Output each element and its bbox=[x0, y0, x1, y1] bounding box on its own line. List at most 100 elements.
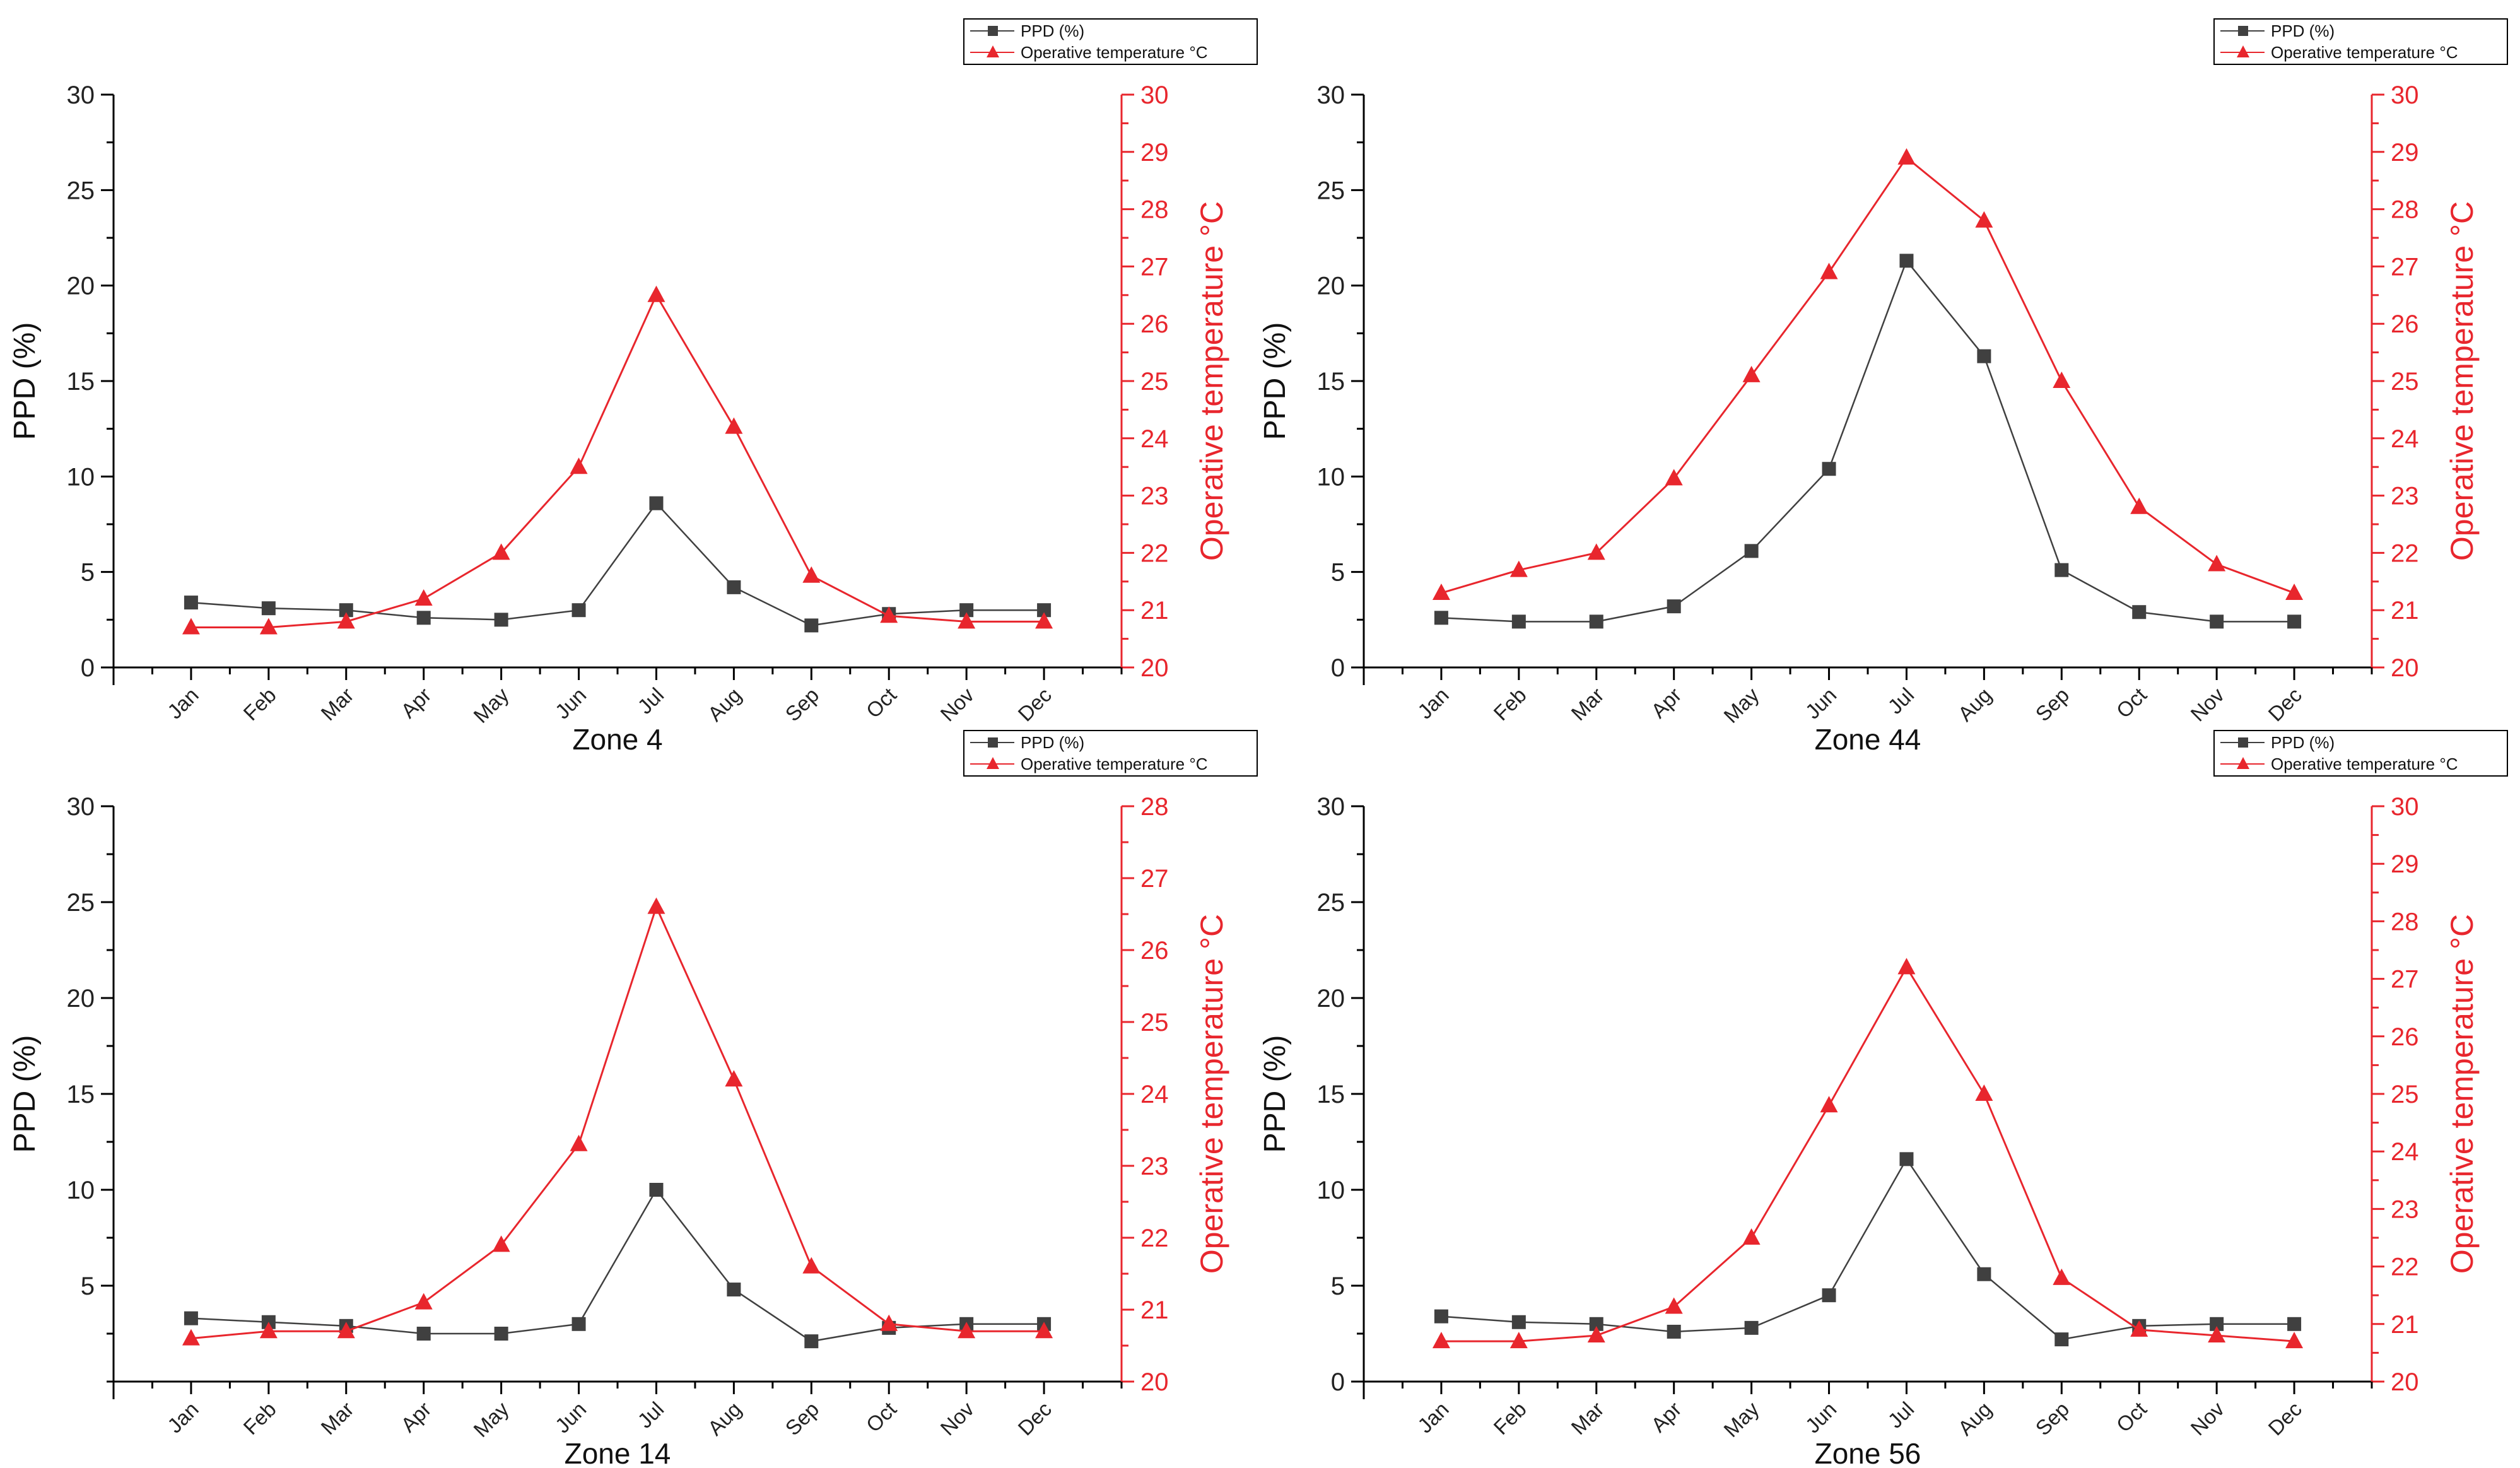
temperature-point bbox=[2130, 497, 2148, 514]
legend-label: Operative temperature °C bbox=[1021, 43, 1208, 62]
ppd-series-line bbox=[1441, 1157, 2295, 1341]
legend: PPD (%) Operative temperature °C bbox=[2213, 18, 2508, 65]
y2-tick-label: 23 bbox=[2391, 483, 2419, 510]
y2-tick-label: 25 bbox=[1140, 1009, 1169, 1036]
y-tick-label: 30 bbox=[67, 793, 95, 821]
temperature-point bbox=[2130, 1320, 2148, 1337]
ppd-point bbox=[2287, 1317, 2302, 1331]
y2-tick-label: 22 bbox=[1140, 1224, 1169, 1252]
y2-tick-label: 24 bbox=[1140, 1081, 1169, 1108]
y2-tick-label: 22 bbox=[2391, 1254, 2419, 1281]
chart-title: Zone 4 bbox=[572, 723, 662, 756]
x-tick-label: Aug bbox=[1954, 683, 1996, 726]
ppd-point bbox=[649, 496, 664, 510]
y2-tick-label: 29 bbox=[2391, 139, 2419, 167]
x-tick-label: Jul bbox=[633, 1397, 668, 1433]
ppd-point bbox=[339, 603, 353, 618]
temperature-point bbox=[570, 1134, 588, 1151]
legend-label: Operative temperature °C bbox=[2271, 43, 2458, 62]
legend-marker bbox=[987, 757, 999, 769]
y-tick-label: 10 bbox=[1317, 1177, 1345, 1204]
temperature-point bbox=[2285, 583, 2304, 600]
x-tick-label: Mar bbox=[1566, 683, 1608, 725]
y2-tick-label: 24 bbox=[1140, 425, 1169, 453]
temperature-series-line bbox=[1441, 156, 2295, 594]
temperature-point bbox=[880, 1314, 898, 1331]
y2-tick-label: 28 bbox=[2391, 196, 2419, 224]
y2-tick-label: 23 bbox=[1140, 1153, 1169, 1180]
ppd-point bbox=[1434, 611, 1448, 625]
y2-tick-label: 20 bbox=[2391, 654, 2419, 682]
temperature-point bbox=[958, 1322, 976, 1339]
temperature-point bbox=[182, 1329, 200, 1346]
temperature-point bbox=[1975, 211, 1993, 228]
x-tick-label: Jun bbox=[1801, 683, 1841, 724]
ppd-point bbox=[1899, 254, 1914, 268]
y2-tick-label: 21 bbox=[2391, 597, 2419, 625]
y-tick-label: 25 bbox=[67, 889, 95, 917]
x-tick-label: Nov bbox=[935, 683, 978, 725]
y2-tick-label: 20 bbox=[2391, 1368, 2419, 1396]
ppd-point bbox=[2287, 614, 2302, 629]
y2-tick-label: 25 bbox=[2391, 368, 2419, 396]
legend-label: PPD (%) bbox=[2271, 21, 2335, 40]
ppd-point bbox=[1589, 1317, 1603, 1331]
chart-panel-4: 0 5 10 15 20 25 30 20 21 22 23 24 25 26 27 28 29 30 Jan Feb… bbox=[1258, 730, 2508, 1468]
y2-tick-label: 23 bbox=[1140, 483, 1169, 510]
temperature-point bbox=[647, 285, 665, 302]
temperature-point bbox=[1587, 1326, 1605, 1343]
x-tick-label: Apr bbox=[396, 1397, 435, 1436]
temperature-point bbox=[1897, 148, 1916, 165]
legend-box bbox=[963, 18, 1258, 65]
y2-tick-label: 23 bbox=[2391, 1195, 2419, 1223]
temperature-point bbox=[1509, 1332, 1528, 1349]
y-tick-label: 5 bbox=[81, 1272, 95, 1300]
temperature-series-line bbox=[1441, 965, 2295, 1342]
temperature-point bbox=[2208, 1326, 2226, 1343]
y2-tick-label: 26 bbox=[2391, 310, 2419, 338]
temperature-point bbox=[958, 612, 976, 629]
y-tick-label: 25 bbox=[1317, 177, 1345, 204]
y2-axis-title: Operative temperature °C bbox=[1194, 914, 1229, 1274]
y2-tick-label: 22 bbox=[2391, 539, 2419, 567]
x-tick-label: Jul bbox=[633, 683, 668, 719]
temperature-point bbox=[2208, 555, 2226, 572]
y2-tick-label: 21 bbox=[2391, 1311, 2419, 1339]
y-tick-label: 15 bbox=[67, 368, 95, 396]
ppd-point bbox=[804, 618, 819, 633]
x-tick-label: Oct bbox=[862, 1397, 901, 1436]
temperature-point bbox=[1975, 1084, 1993, 1101]
legend-marker bbox=[988, 26, 998, 36]
ppd-point bbox=[1511, 1315, 1526, 1329]
x-tick-label: Mar bbox=[316, 683, 358, 725]
temperature-point bbox=[1897, 958, 1916, 975]
ppd-point bbox=[1511, 614, 1526, 629]
ppd-point bbox=[494, 613, 508, 627]
x-tick-label: May bbox=[1719, 683, 1764, 727]
ppd-point bbox=[2210, 1317, 2224, 1331]
x-tick-label: Feb bbox=[1489, 683, 1530, 725]
ppd-point bbox=[2132, 605, 2147, 619]
x-tick-label: Oct bbox=[2112, 1397, 2151, 1436]
x-tick-label: Jul bbox=[1883, 1397, 1918, 1433]
y2-tick-label: 24 bbox=[2391, 425, 2419, 453]
ppd-point bbox=[1744, 544, 1759, 558]
y2-axis-title: Operative temperature °C bbox=[2444, 201, 2480, 561]
legend-marker bbox=[2237, 45, 2249, 57]
legend-label: PPD (%) bbox=[2271, 733, 2335, 752]
x-tick-label: Oct bbox=[2112, 683, 2151, 722]
y2-tick-label: 28 bbox=[1140, 196, 1169, 224]
ppd-point bbox=[1899, 1152, 1914, 1166]
y-tick-label: 20 bbox=[67, 273, 95, 300]
x-tick-label: Jul bbox=[1883, 683, 1918, 719]
temperature-point bbox=[1509, 560, 1528, 577]
legend-label: Operative temperature °C bbox=[1021, 755, 1208, 773]
y-tick-label: 15 bbox=[67, 1081, 95, 1108]
y2-tick-label: 30 bbox=[1140, 81, 1169, 109]
y-tick-label: 0 bbox=[81, 654, 95, 682]
ppd-point bbox=[1744, 1320, 1759, 1335]
y-tick-label: 25 bbox=[67, 177, 95, 204]
ppd-point bbox=[959, 603, 974, 618]
ppd-point bbox=[184, 596, 198, 610]
